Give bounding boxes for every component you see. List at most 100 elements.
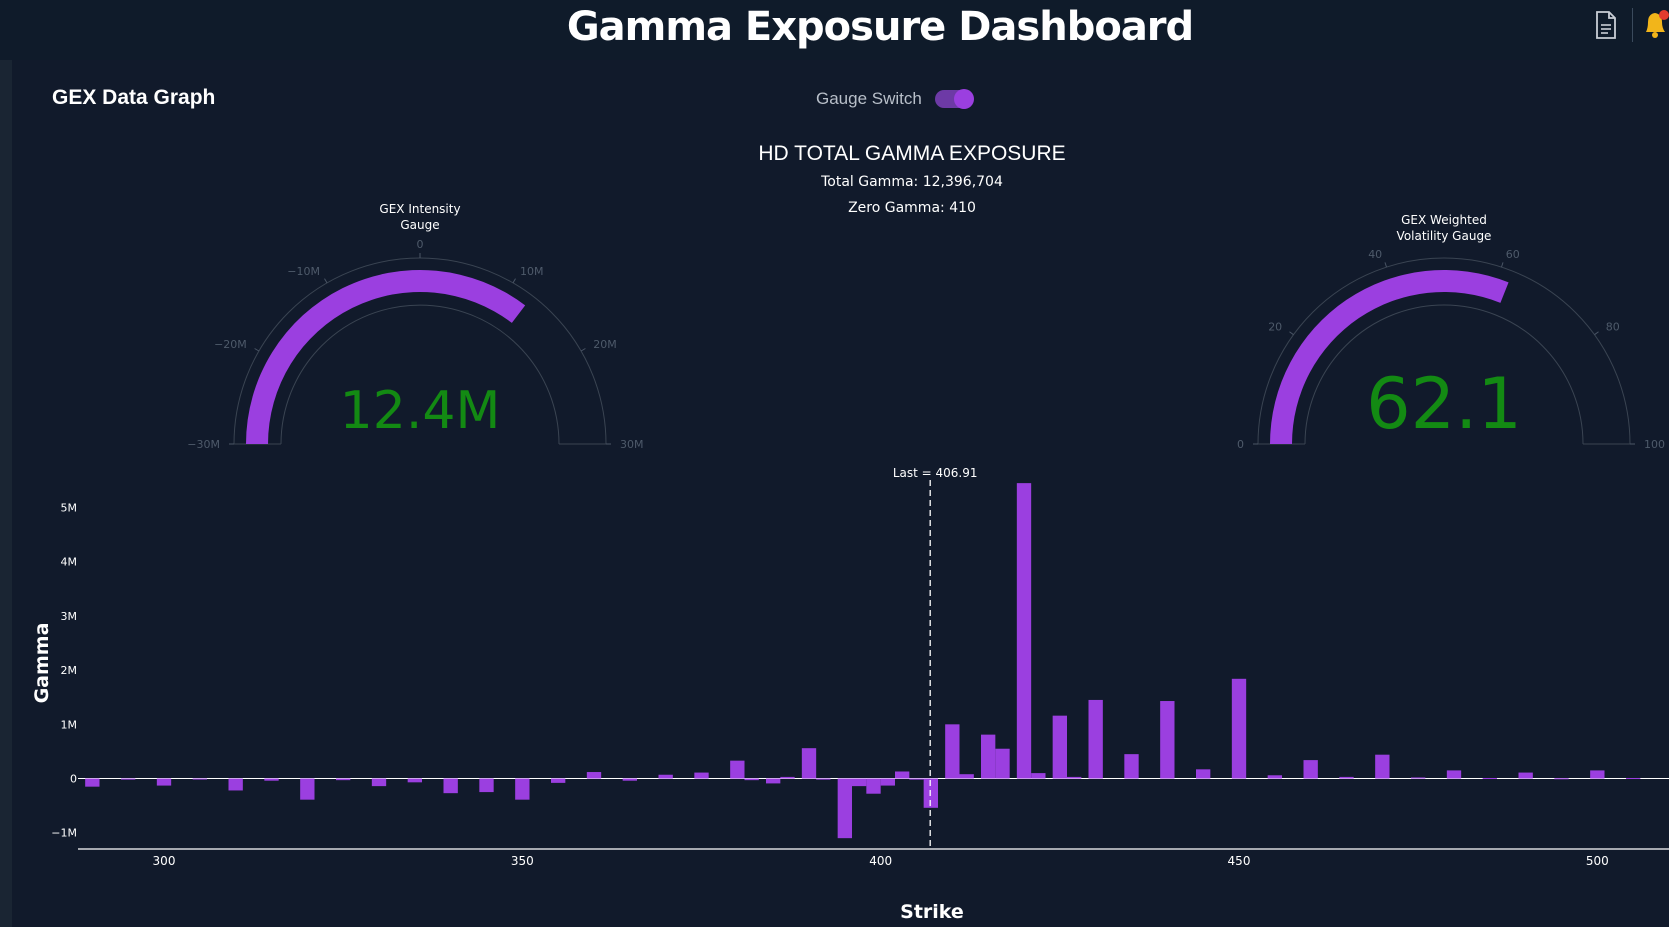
bar	[866, 778, 881, 794]
gauge-tick-label: 0	[1237, 438, 1244, 451]
gauge-tick-label: 0	[417, 238, 424, 251]
bell-icon[interactable]	[1642, 8, 1669, 40]
bar	[300, 778, 315, 800]
gauge-title-line: Volatility Gauge	[1397, 229, 1492, 243]
bar	[801, 748, 817, 779]
bar	[85, 778, 100, 787]
gauge-switch-label: Gauge Switch	[816, 89, 922, 108]
bar	[1339, 776, 1354, 779]
x-tick-label: 350	[511, 854, 534, 868]
gauge-tick-label: −30M	[187, 438, 220, 451]
bar	[744, 778, 759, 781]
bar	[1231, 678, 1247, 779]
gauges-group: GEX Intensity Gauge −30M −20M −10M 0 10M 20M 30M…	[187, 202, 1665, 451]
bar	[730, 760, 745, 779]
document-icon[interactable]	[1593, 10, 1619, 40]
bar	[1482, 777, 1497, 779]
x-tick-label: 300	[153, 854, 176, 868]
bar	[586, 772, 602, 779]
bar	[1411, 777, 1426, 779]
gauge-title-line: GEX Weighted	[1401, 213, 1487, 227]
gauge-tick-label: 100	[1644, 438, 1665, 451]
gauge-tick-label: 60	[1506, 248, 1520, 261]
bar	[228, 778, 243, 791]
gauge-tick	[324, 278, 328, 284]
bar	[995, 748, 1010, 779]
gauge-2: GEX Weighted Volatility Gauge 0 20 40 60 80 100…	[1237, 213, 1665, 451]
gauge-tick-label: 10M	[520, 265, 544, 278]
bar	[895, 771, 910, 779]
bar	[1016, 483, 1032, 779]
gauge-tick	[512, 278, 516, 284]
gauge-tick-label: −20M	[214, 338, 247, 351]
bar	[1052, 715, 1067, 779]
bar	[1067, 776, 1082, 779]
bar	[1590, 770, 1605, 779]
gauge-tick	[1501, 262, 1504, 268]
bar	[622, 778, 637, 781]
dashboard-title: Gamma Exposure Dashboard	[566, 4, 1194, 50]
bar	[766, 778, 781, 784]
gauge-value-band	[246, 270, 526, 444]
y-tick-label: 2M	[61, 664, 78, 677]
bar	[1031, 773, 1046, 779]
y-tick-label: −1M	[51, 827, 77, 840]
gauge-inner-arc	[280, 304, 560, 445]
bar	[959, 774, 974, 779]
y-tick-label: 1M	[61, 718, 78, 731]
bar	[264, 778, 279, 781]
bar	[1196, 769, 1211, 779]
gauge-tick	[1594, 331, 1599, 336]
bar	[981, 734, 996, 779]
gauge-title-line: GEX Intensity	[379, 202, 460, 216]
bar	[945, 724, 960, 779]
bar	[121, 778, 136, 780]
sidebar-strip	[0, 60, 12, 927]
gauge-outer-arc	[1257, 257, 1631, 445]
bar	[816, 778, 831, 780]
bar	[1160, 701, 1175, 779]
gauge-tick-label: 40	[1368, 248, 1382, 261]
bar	[1088, 699, 1103, 779]
bar	[479, 778, 494, 793]
bar	[837, 778, 852, 839]
y-tick-label: 5M	[61, 502, 78, 515]
bar	[1518, 772, 1533, 779]
bar	[1375, 754, 1390, 779]
bar	[694, 772, 709, 779]
gauge-tick-label: 80	[1606, 320, 1620, 333]
y-tick-label: 3M	[61, 610, 78, 623]
bar	[551, 778, 566, 783]
bar	[1303, 760, 1318, 779]
bar	[658, 774, 673, 779]
bar-plot: 5M 4M 3M 2M 1M 0 −1M 300 350 400 450 500 Last = 406.…	[51, 466, 1669, 868]
gauge-tick	[1289, 331, 1294, 336]
bar	[407, 778, 422, 783]
gauge-tick-label: −10M	[287, 265, 320, 278]
gauge-inner-arc	[1304, 304, 1584, 445]
y-tick-label: 4M	[61, 556, 78, 569]
bar	[1626, 777, 1641, 779]
toggle-knob	[954, 89, 974, 109]
gauge-tick	[580, 348, 586, 352]
chart-title: HD TOTAL GAMMA EXPOSURE	[758, 142, 1065, 165]
bar	[780, 776, 795, 779]
zero-gamma-text: Zero Gamma: 410	[848, 200, 976, 216]
top-bar: Gamma Exposure Dashboard	[0, 0, 1669, 61]
y-tick-label: 0	[70, 773, 77, 786]
bar	[880, 778, 895, 786]
gauge-tick	[1384, 262, 1387, 268]
x-tick-label: 450	[1228, 854, 1251, 868]
bar	[909, 778, 924, 780]
x-tick-label: 500	[1586, 854, 1609, 868]
panel-title: GEX Data Graph	[52, 86, 216, 109]
gauge-switch-toggle[interactable]	[935, 89, 974, 109]
bar	[371, 778, 387, 787]
gauge-tick-label: 20	[1268, 320, 1282, 333]
bar	[1446, 770, 1462, 779]
gauge-tick-label: 30M	[620, 438, 644, 451]
gauge-title-line: Gauge	[400, 218, 439, 232]
bar	[336, 778, 351, 781]
gauge-tick	[254, 348, 260, 352]
